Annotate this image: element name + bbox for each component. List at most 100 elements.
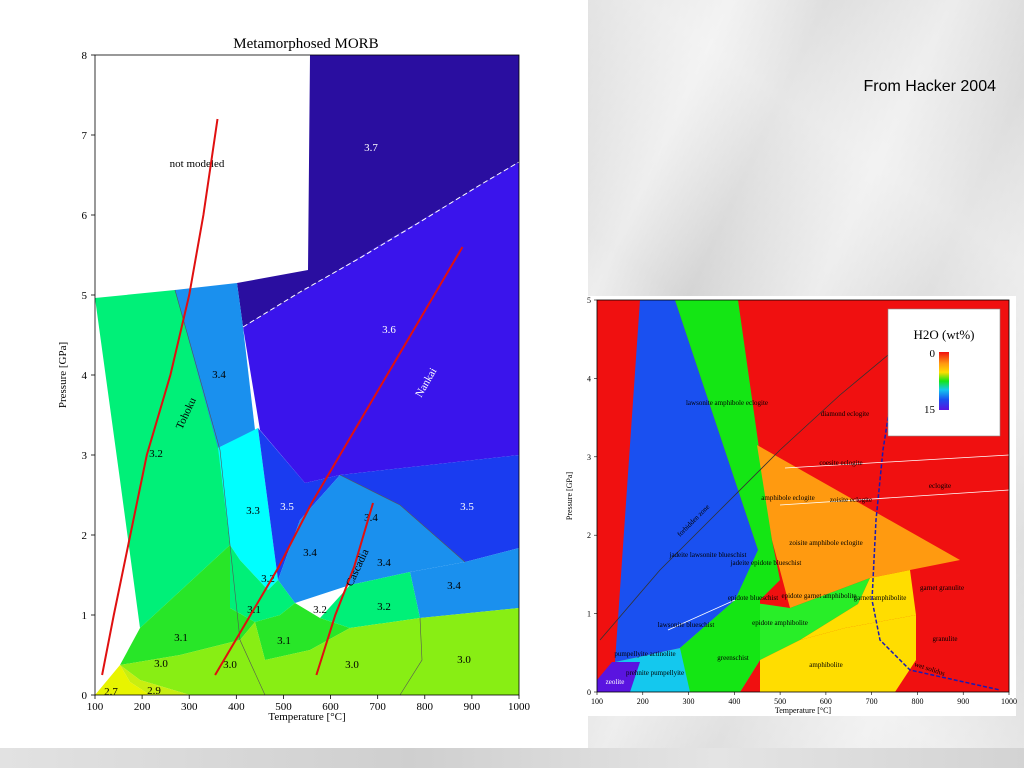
y-tick-label: 2	[82, 530, 88, 542]
geotherm-tohoku	[101, 118, 219, 676]
chart-title: Metamorphosed MORB	[233, 36, 378, 52]
legend-top-value: 0	[930, 348, 936, 360]
region-amphibolite	[760, 615, 916, 692]
field-3.6	[243, 162, 519, 483]
field-label: 3.4	[447, 580, 461, 592]
facies-label: amphibolite	[809, 661, 842, 669]
field-3.2-small	[230, 545, 295, 622]
x-tick-label: 1000	[508, 701, 531, 713]
field-label: 3.5	[460, 501, 474, 513]
legend-title: H2O (wt%)	[913, 327, 974, 342]
x-tick-label-right: 900	[957, 697, 969, 706]
region-zeolite	[597, 662, 640, 692]
region-green-mid	[735, 578, 870, 660]
y-tick-label: 6	[82, 210, 88, 222]
wet-solidus-curve	[871, 404, 1001, 691]
x-tick-label: 400	[228, 701, 245, 713]
facies-label: greenschist	[717, 654, 749, 662]
legend-bottom-value: 15	[924, 404, 936, 416]
geotherm-curves	[101, 118, 464, 676]
facies-label: amphibole eclogite	[761, 494, 814, 502]
field-label: 3.4	[212, 369, 226, 381]
y-tick-label: 7	[82, 130, 88, 142]
field-label: 3.0	[345, 659, 359, 671]
source-caption: From Hacker 2004	[863, 78, 997, 95]
facies-label: zoisite eclogite	[830, 496, 872, 504]
h2o-legend: H2O (wt%) 0 15	[887, 308, 1001, 437]
facies-label: garnet granulite	[920, 584, 964, 592]
plot-frame-right	[596, 299, 1010, 693]
boundary-white-b	[779, 489, 1010, 506]
field-label: 3.1	[174, 632, 188, 644]
y-tick-label: 3	[82, 450, 88, 462]
field-3.2-right	[320, 572, 420, 628]
x-tick-label: 100	[87, 701, 104, 713]
dashed-boundary	[242, 161, 520, 328]
field-label: 3.6	[382, 324, 396, 336]
field-boundary-c	[399, 617, 423, 696]
y-tick-label: 0	[82, 690, 88, 702]
y-tick-label-right: 5	[587, 296, 591, 305]
x-tick-label: 600	[322, 701, 339, 713]
y-tick-label: 1	[82, 610, 88, 622]
axes: 100 200 300 400 500 600 700 800 900 1000 0 1 2 3 4 5 6 7 8	[82, 50, 531, 713]
facies-labels: lawsonite amphibole eclogite diamond ecl…	[606, 399, 964, 686]
field-label: 3.4	[377, 557, 391, 569]
facies-label: lawsonite amphibole eclogite	[686, 399, 768, 407]
region-greenschist	[680, 600, 760, 692]
field-3.1-mid	[255, 603, 350, 660]
facies-label: zoisite amphibole eclogite	[789, 539, 862, 547]
y-tick-label: 5	[82, 290, 88, 302]
field-label: 3.7	[364, 142, 378, 154]
x-tick-label: 500	[275, 701, 292, 713]
legend-colorbar	[939, 352, 949, 410]
x-axis-label-right: Temperature [°C]	[775, 706, 832, 715]
x-tick-label-right: 500	[774, 697, 786, 706]
facies-label: jadeite epidote blueschist	[730, 559, 802, 567]
h2o-facies-chart: lawsonite amphibole eclogite diamond ecl…	[565, 296, 1017, 716]
y-tick-label-right: 4	[587, 374, 591, 383]
x-tick-label-right: 200	[637, 697, 649, 706]
y-tick-label: 4	[82, 370, 88, 382]
x-tick-label: 300	[181, 701, 198, 713]
field-3.4-right	[410, 548, 519, 618]
x-tick-label: 900	[464, 701, 481, 713]
region-blue	[615, 300, 760, 662]
x-axis-label: Temperature [°C]	[268, 711, 345, 723]
region-orange	[757, 445, 960, 608]
x-tick-label-right: 100	[591, 697, 603, 706]
x-tick-label-right: 300	[683, 697, 695, 706]
facies-label: pumpellyite actinolite	[614, 650, 675, 658]
facies-label: lawsonite blueschist	[658, 621, 715, 629]
y-axis-label-right: Pressure [GPa]	[565, 472, 574, 521]
field-boundary-a	[174, 289, 266, 696]
field-label: 2.9	[147, 685, 161, 697]
geotherm-nankai	[214, 246, 464, 676]
facies-label: epidote amphibolite	[752, 619, 808, 627]
boundary-white-c	[667, 599, 736, 631]
field-2.9	[120, 665, 190, 695]
axes-right: 100 200 300 400 500 600 700 800 900 1000 0 1 2 3 4 5	[587, 296, 1017, 706]
facies-label: granulite	[933, 635, 958, 643]
x-tick-label-right: 800	[911, 697, 923, 706]
field-3.0-left	[120, 622, 265, 695]
facies-label: diamond eclogite	[821, 410, 869, 418]
facies-label: eclogite	[929, 482, 951, 490]
field-3.5	[258, 428, 519, 580]
y-tick-label: 8	[82, 50, 88, 62]
field-label: 3.4	[303, 547, 317, 559]
field-2.7	[95, 665, 150, 695]
field-label: 3.2	[313, 604, 327, 616]
x-tick-label-right: 600	[820, 697, 832, 706]
x-tick-label: 200	[134, 701, 151, 713]
y-tick-label-right: 1	[587, 610, 591, 619]
geotherm-cascadia	[315, 502, 374, 676]
field-label: 3.2	[377, 601, 391, 613]
field-label: 3.5	[280, 501, 294, 513]
morb-density-chart: Metamorphosed MORB not modeled 3.7 3.6 3…	[57, 36, 531, 723]
field-label: 3.0	[457, 654, 471, 666]
x-tick-label: 700	[369, 701, 386, 713]
region-yellow-upper	[800, 570, 916, 640]
facies-label: garnet amphibolite	[854, 594, 907, 602]
facies-label: zeolite	[606, 678, 625, 686]
